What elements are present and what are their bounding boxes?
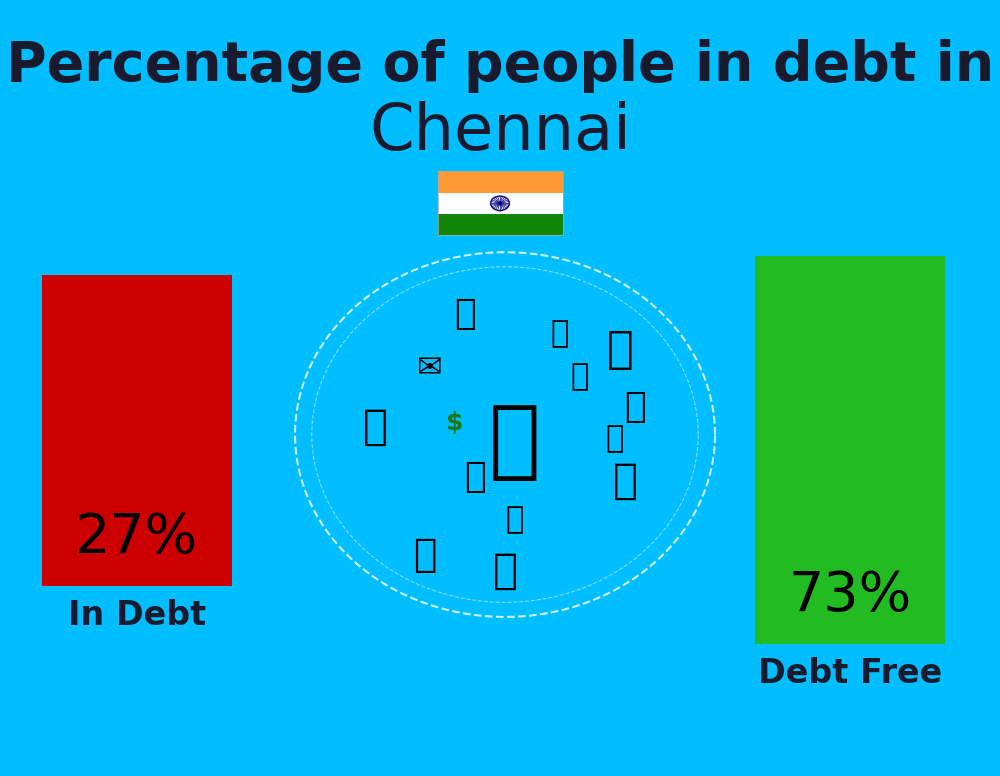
Bar <box>438 171 562 235</box>
Text: 💼: 💼 <box>413 536 437 573</box>
Text: 27%: 27% <box>75 511 199 565</box>
Bar <box>438 171 562 192</box>
Text: 🏧: 🏧 <box>362 406 388 448</box>
Circle shape <box>499 203 501 204</box>
Text: 🚗: 🚗 <box>492 549 518 591</box>
Text: Debt Free: Debt Free <box>758 657 942 690</box>
Bar <box>438 192 562 214</box>
Text: $: $ <box>446 411 464 435</box>
Text: 🪙: 🪙 <box>624 390 646 424</box>
Bar <box>755 256 945 644</box>
Text: Chennai: Chennai <box>369 101 631 163</box>
Text: 🏛️: 🏛️ <box>489 401 541 483</box>
Text: 🧮: 🧮 <box>551 319 569 348</box>
Text: ✉️: ✉️ <box>417 354 443 383</box>
Text: 📱: 📱 <box>606 424 624 453</box>
Bar <box>42 275 232 586</box>
Text: 🐷: 🐷 <box>506 505 524 535</box>
Text: 73%: 73% <box>788 569 912 623</box>
Text: Percentage of people in debt in: Percentage of people in debt in <box>6 39 994 93</box>
Bar <box>438 214 562 235</box>
Text: 🔑: 🔑 <box>571 362 589 391</box>
Text: 🦅: 🦅 <box>454 297 476 331</box>
Text: 🏠: 🏠 <box>607 327 633 371</box>
Text: In Debt: In Debt <box>68 599 206 632</box>
Text: 💵: 💵 <box>464 460 486 494</box>
Text: 🎓: 🎓 <box>612 460 638 502</box>
